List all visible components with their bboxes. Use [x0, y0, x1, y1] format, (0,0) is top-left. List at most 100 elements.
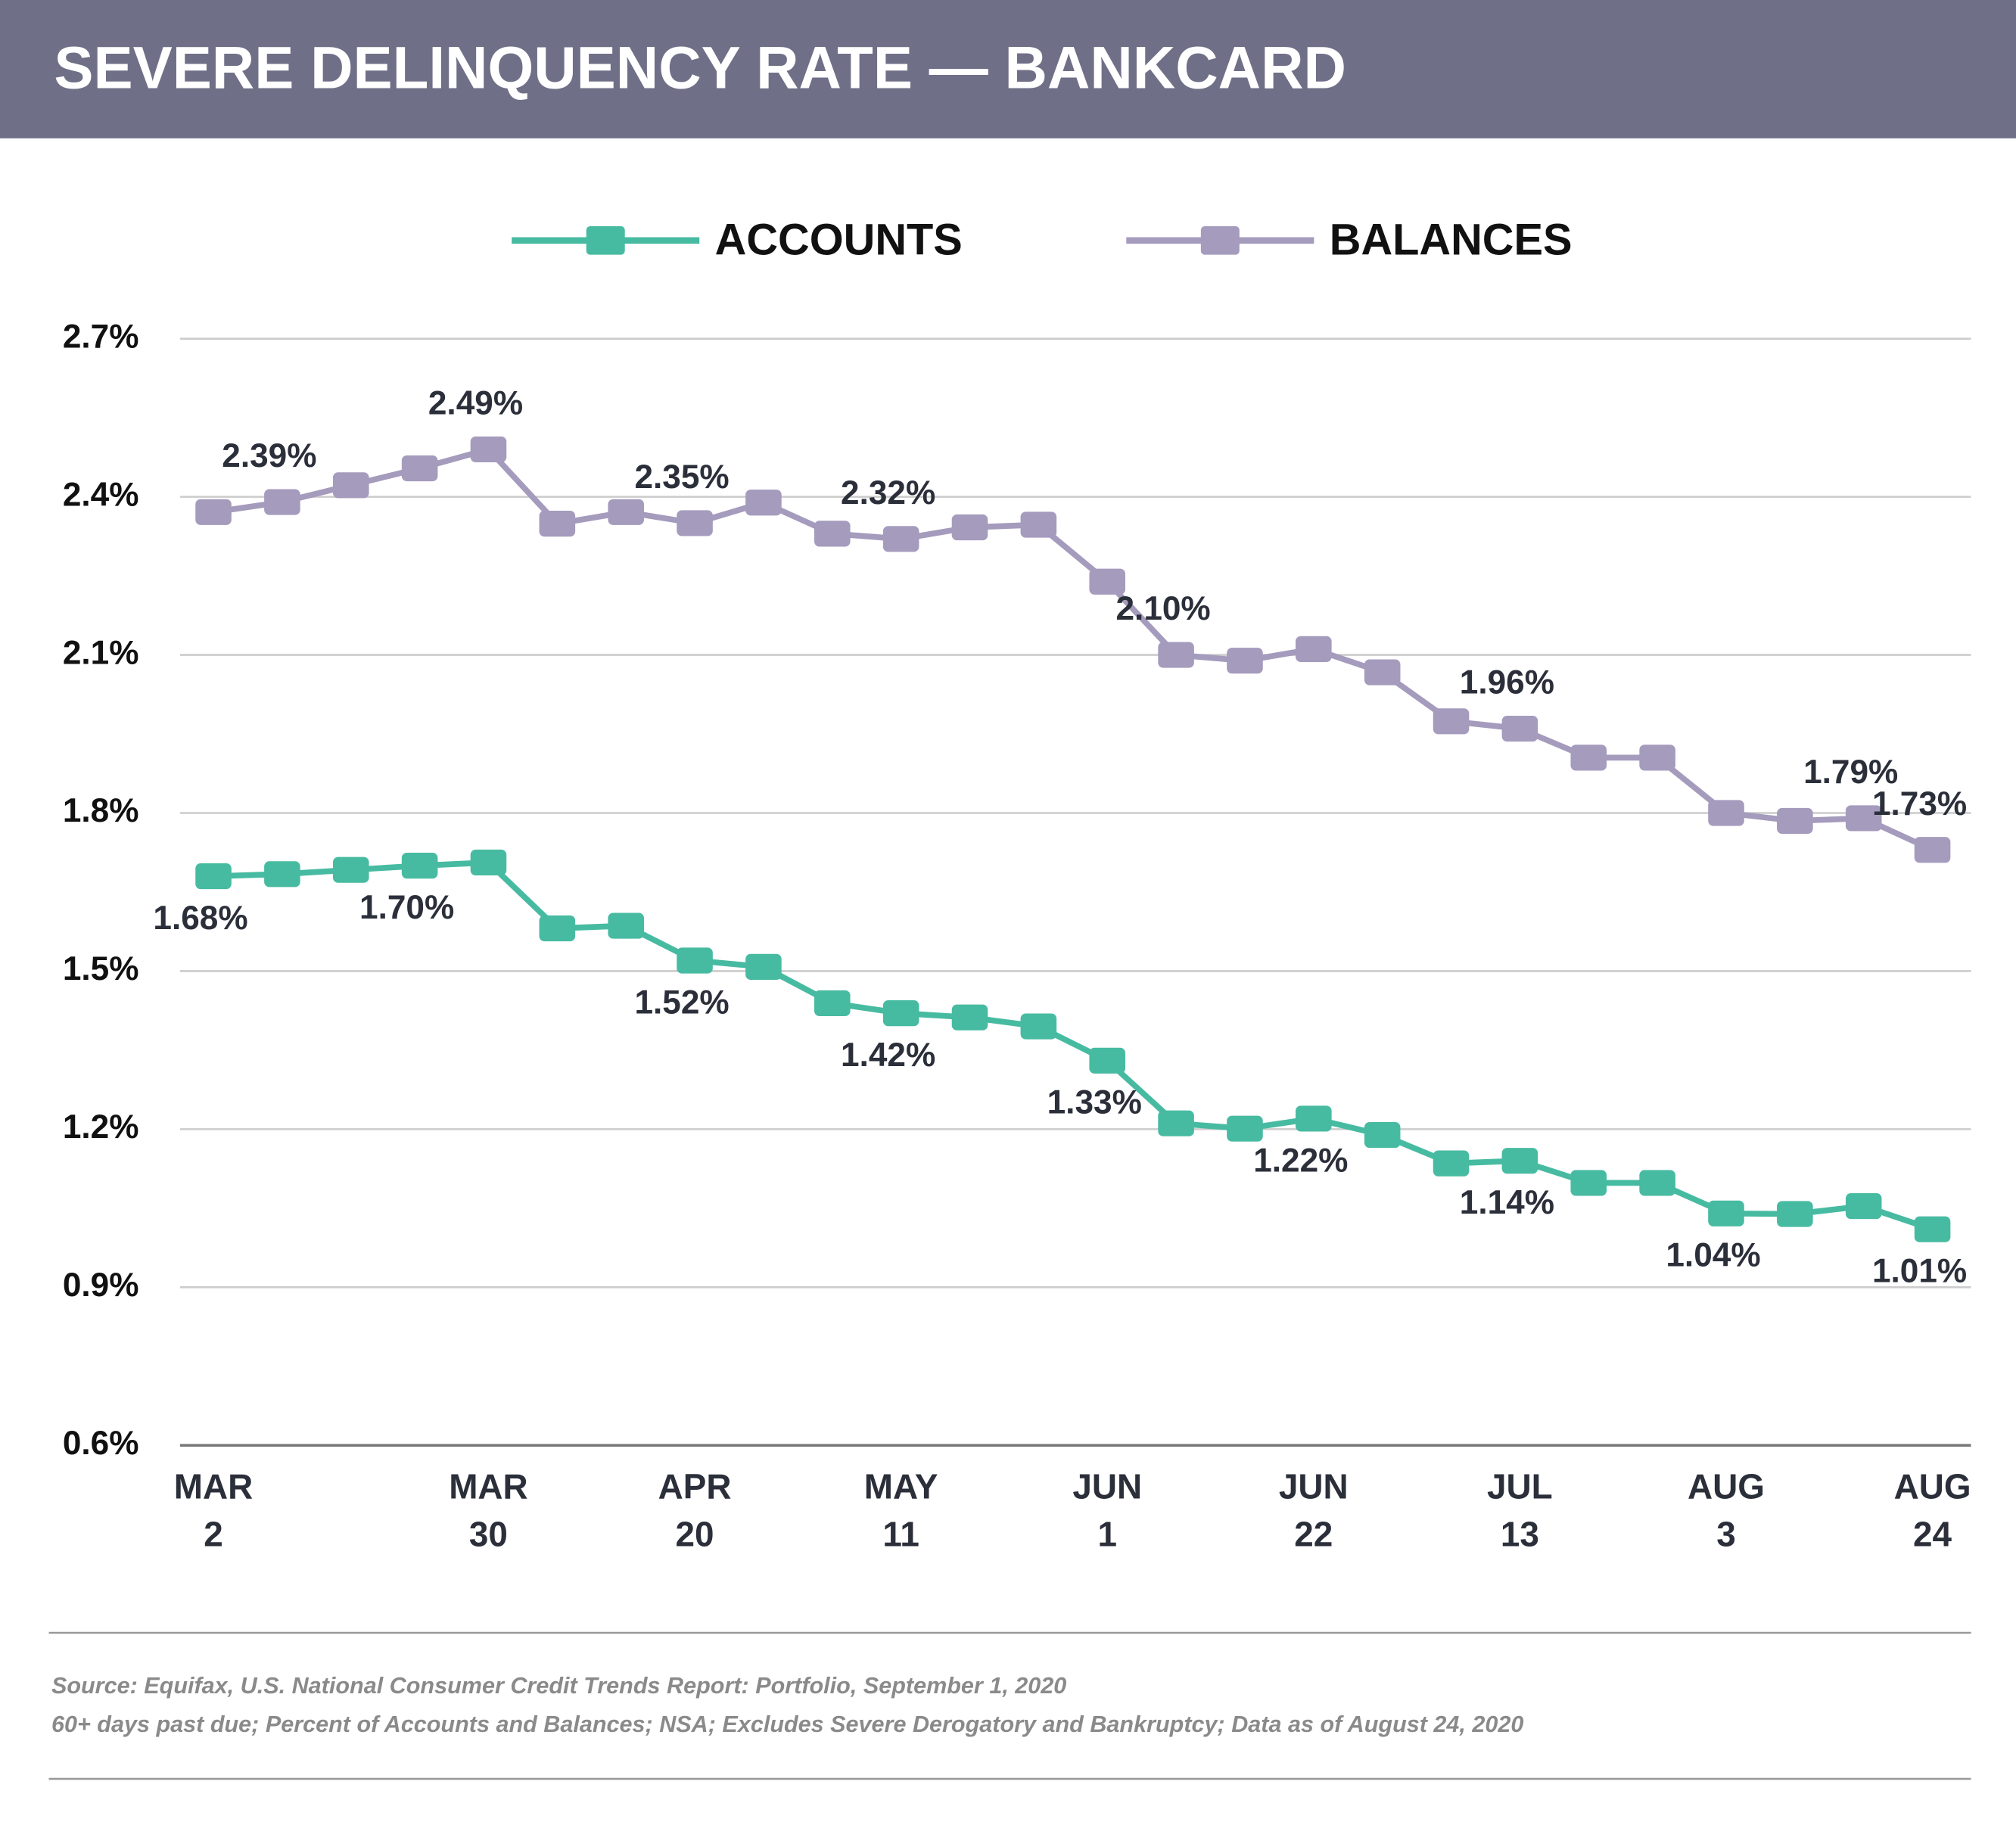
point: [1639, 1170, 1675, 1196]
note: 60+ days past due; Percent of Accounts a…: [51, 1711, 1523, 1737]
x-tick-wrap: APR 20: [658, 1467, 732, 1554]
x-tick-wrap: AUG 24: [1893, 1467, 1971, 1554]
point: [882, 1000, 919, 1027]
point: [539, 915, 576, 942]
point: [1708, 1200, 1744, 1226]
value-label: 1.14%: [1460, 1184, 1554, 1221]
point: [539, 511, 576, 537]
point: [1227, 648, 1263, 674]
chart-title: SEVERE DELINQUENCY RATE — BANKCARD: [54, 34, 1346, 101]
point: [1296, 1105, 1332, 1132]
x-tick-label: APR 20: [658, 1467, 732, 1554]
header-band: [0, 0, 2016, 138]
point: [1570, 1170, 1607, 1196]
legend-label: ACCOUNTS: [715, 216, 963, 264]
x-tick-label: JUN 1: [1072, 1467, 1143, 1554]
point: [1845, 805, 1882, 832]
point: [195, 863, 232, 890]
point: [1433, 708, 1470, 735]
legend-marker: [1200, 226, 1240, 255]
x-tick-label: MAR 30: [449, 1467, 528, 1554]
point: [1364, 1121, 1401, 1149]
y-tick-label: 2.4%: [63, 476, 139, 513]
x-tick-label: AUG 3: [1687, 1467, 1765, 1554]
value-label: 2.35%: [634, 459, 729, 496]
point: [814, 990, 851, 1016]
point: [1914, 1216, 1951, 1242]
y-tick-label: 1.8%: [63, 792, 139, 829]
value-label: 1.42%: [841, 1037, 935, 1074]
x-tick-wrap: MAR 30: [449, 1467, 528, 1554]
point: [1914, 837, 1951, 863]
point: [608, 499, 644, 525]
point: [1364, 659, 1401, 686]
x-tick-label: MAY 11: [863, 1467, 938, 1554]
value-label: 1.79%: [1803, 754, 1898, 791]
point: [401, 853, 438, 879]
value-label: 1.22%: [1253, 1142, 1348, 1179]
x-tick-label: JUN 22: [1278, 1467, 1349, 1554]
x-tick-label: JUL 13: [1487, 1467, 1553, 1554]
point: [951, 514, 988, 541]
point: [1777, 1201, 1813, 1227]
x-tick-wrap: JUN 1: [1072, 1467, 1143, 1554]
y-tick-label: 2.7%: [63, 318, 139, 355]
point: [401, 455, 438, 482]
y-tick-label: 0.9%: [63, 1267, 139, 1304]
point: [951, 1004, 988, 1031]
point: [1158, 1110, 1194, 1136]
point: [1708, 800, 1744, 826]
point: [1433, 1150, 1470, 1177]
value-label: 1.73%: [1872, 785, 1967, 822]
legend-marker: [586, 226, 625, 255]
series-line: [213, 446, 1934, 853]
point: [1296, 636, 1332, 662]
x-tick-wrap: JUL 13: [1487, 1467, 1553, 1554]
y-tick-label: 2.1%: [63, 634, 139, 671]
value-label: 1.04%: [1666, 1237, 1760, 1274]
point: [195, 499, 232, 525]
x-tick-wrap: JUN 22: [1278, 1467, 1349, 1554]
value-label: 2.39%: [222, 437, 316, 474]
value-label: 1.01%: [1872, 1252, 1967, 1289]
value-label: 2.32%: [841, 474, 935, 511]
point: [1020, 511, 1057, 538]
value-label: 1.68%: [153, 900, 247, 937]
point: [1020, 1013, 1057, 1040]
x-tick-wrap: AUG 3: [1687, 1467, 1765, 1554]
point: [470, 849, 507, 876]
y-tick-label: 0.6%: [63, 1425, 139, 1462]
value-label: 1.96%: [1460, 664, 1554, 701]
point: [1089, 1047, 1126, 1074]
point: [1639, 745, 1675, 771]
point: [332, 472, 369, 499]
point: [814, 521, 851, 547]
point: [1501, 715, 1538, 742]
point: [1501, 1148, 1538, 1174]
point: [1227, 1115, 1263, 1142]
legend-label: BALANCES: [1330, 216, 1573, 264]
value-label: 1.52%: [634, 984, 729, 1021]
point: [1570, 745, 1607, 771]
value-label: 1.33%: [1047, 1084, 1142, 1121]
point: [608, 912, 644, 939]
point: [1845, 1192, 1882, 1220]
point: [332, 856, 369, 883]
value-label: 2.49%: [428, 384, 523, 421]
point: [882, 526, 919, 552]
point: [470, 436, 507, 463]
y-tick-label: 1.2%: [63, 1108, 139, 1146]
source: Source: Equifax, U.S. National Consumer …: [51, 1673, 1066, 1699]
point: [745, 490, 782, 516]
point: [677, 510, 713, 536]
x-tick-wrap: MAY 11: [863, 1467, 938, 1554]
x-tick-label: AUG 24: [1893, 1467, 1971, 1554]
point: [677, 947, 713, 974]
x-tick-wrap: MAR 2: [173, 1467, 254, 1554]
x-tick-label: MAR 2: [173, 1467, 254, 1554]
point: [1158, 642, 1194, 668]
point: [1089, 568, 1126, 595]
y-tick-label: 1.5%: [63, 950, 139, 987]
value-label: 1.70%: [359, 889, 454, 926]
